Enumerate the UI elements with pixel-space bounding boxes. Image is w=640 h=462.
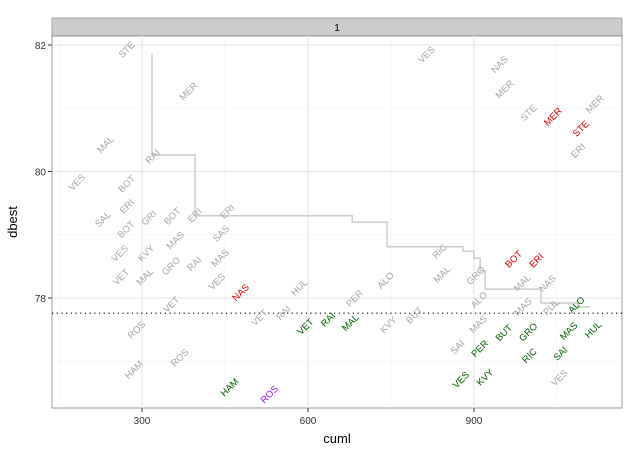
y-tick-label: 80 (35, 168, 47, 179)
facet-label: 1 (334, 23, 340, 34)
step-line-group (52, 53, 622, 314)
x-tick-label: 600 (300, 416, 317, 427)
y-tick-label: 82 (35, 41, 47, 52)
x-tick-label: 900 (466, 416, 483, 427)
x-axis-title: cuml (323, 431, 351, 446)
plot-panel (51, 35, 623, 409)
grid (52, 36, 622, 408)
step-line (151, 53, 591, 308)
y-axis-title: dbest (5, 206, 20, 238)
x-tick-label: 300 (134, 416, 151, 427)
axes: 300 600 900 78 80 82 (35, 41, 483, 427)
y-tick-label: 78 (35, 294, 47, 305)
